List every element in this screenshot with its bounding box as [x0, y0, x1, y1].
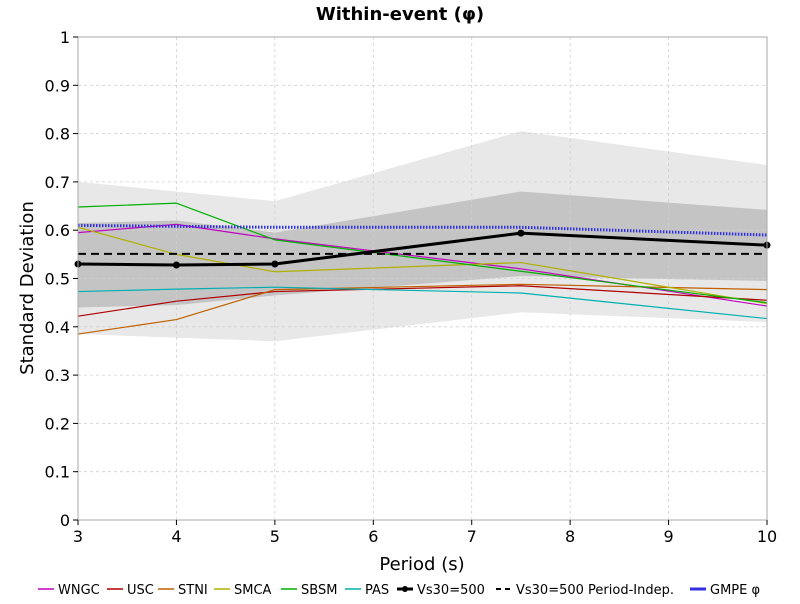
series-point-vs30-500 [172, 261, 180, 269]
x-tick-label: 7 [467, 527, 477, 546]
legend-label: USC [127, 583, 154, 598]
legend-label: SBSM [301, 583, 337, 598]
y-tick-label: 0.1 [45, 463, 70, 482]
x-tick-label: 5 [270, 527, 280, 546]
y-tick-label: 0.3 [45, 366, 70, 385]
y-tick-label: 0.4 [45, 318, 70, 337]
y-tick-label: 0.2 [45, 414, 70, 433]
legend-label: PAS [365, 583, 389, 598]
confidence-bands [78, 131, 767, 342]
y-tick-label: 0.9 [45, 76, 70, 95]
x-tick-label: 8 [565, 527, 575, 546]
legend-label: SMCA [234, 583, 272, 598]
legend-label: STNI [178, 583, 208, 598]
series-point-vs30-500 [271, 260, 279, 268]
x-axis-label: Period (s) [379, 554, 464, 575]
x-axis-ticks: 3 4 5 6 7 8 9 10 [73, 520, 777, 546]
y-tick-label: 0.7 [45, 173, 70, 192]
y-axis-label: Standard Deviation [17, 201, 38, 375]
legend-label: WNGC [58, 583, 100, 598]
x-tick-label: 10 [757, 527, 777, 546]
legend: WNGC USC STNI SMCA SBSM PAS Vs30=500 Vs30=500 P… [38, 583, 760, 598]
legend-swatch-marker [402, 586, 408, 592]
series-lines [74, 202, 771, 335]
series-line-smca [77, 226, 768, 305]
series-point-vs30-500 [517, 229, 525, 237]
y-axis-ticks: 0 0.1 0.2 0.3 0.4 0.5 0.6 0.7 0.8 0.9 1 [45, 28, 78, 530]
x-tick-label: 9 [663, 527, 673, 546]
legend-label: Vs30=500 [417, 583, 485, 598]
series-line-usc [77, 285, 768, 317]
confidence-band-2 [78, 191, 767, 308]
x-tick-label: 3 [73, 527, 83, 546]
y-tick-label: 0.5 [45, 270, 70, 289]
x-tick-label: 4 [171, 527, 181, 546]
x-tick-label: 6 [368, 527, 378, 546]
y-tick-label: 1 [60, 28, 70, 47]
y-tick-label: 0.8 [45, 125, 70, 144]
y-tick-label: 0.6 [45, 221, 70, 240]
series-line-sbsm [77, 202, 768, 304]
series-line-stni [77, 283, 768, 335]
series-line-pas [77, 286, 768, 320]
chart-title: Within-event (φ) [316, 4, 484, 25]
y-tick-label: 0 [60, 511, 70, 530]
legend-label: Vs30=500 Period-Indep. [516, 583, 674, 598]
legend-label: GMPE φ [710, 583, 760, 598]
